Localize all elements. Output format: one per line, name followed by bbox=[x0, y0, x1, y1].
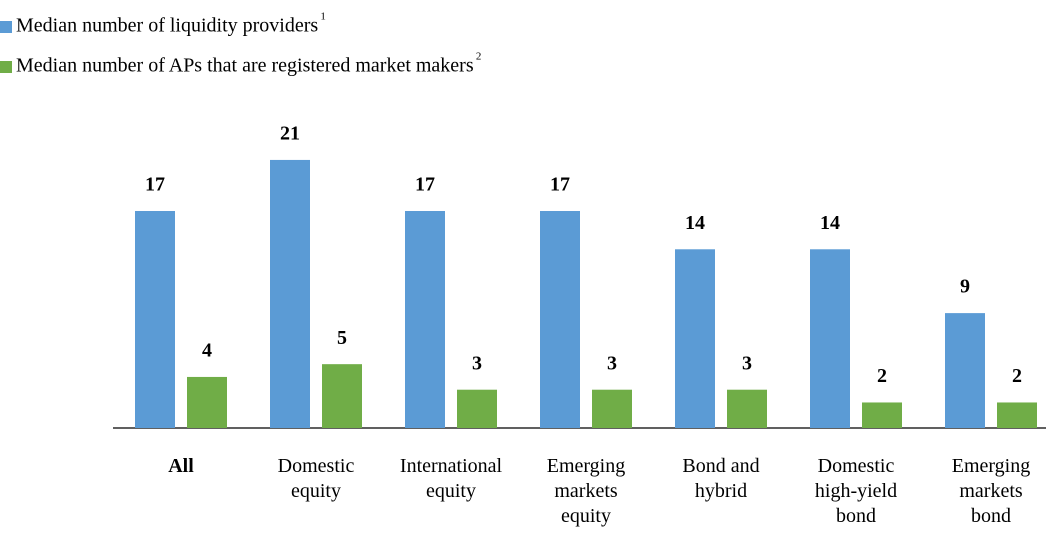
data-label: 3 bbox=[607, 352, 617, 374]
legend-swatch bbox=[0, 21, 12, 33]
x-tick-label: All bbox=[168, 455, 194, 477]
x-tick-line: markets bbox=[554, 480, 618, 502]
bar bbox=[997, 402, 1037, 428]
data-label: 17 bbox=[145, 174, 165, 196]
data-label: 9 bbox=[960, 276, 970, 298]
bar bbox=[675, 249, 715, 428]
x-tick-line: Emerging bbox=[952, 455, 1031, 477]
legend-swatch bbox=[0, 61, 12, 73]
x-tick-label: International equity bbox=[400, 455, 503, 502]
bar bbox=[457, 389, 497, 428]
data-label: 17 bbox=[550, 174, 570, 196]
x-tick-line: Domestic bbox=[818, 455, 895, 477]
x-tick-line: bond bbox=[836, 505, 876, 527]
x-tick-line: hybrid bbox=[695, 480, 747, 502]
bar bbox=[727, 389, 767, 428]
data-label: 2 bbox=[1012, 365, 1022, 387]
x-tick-line: bond bbox=[971, 505, 1011, 527]
data-label: 4 bbox=[202, 340, 212, 362]
legend-label: Median number of APs that are registered… bbox=[16, 55, 474, 77]
bar bbox=[405, 210, 445, 428]
bar bbox=[270, 159, 310, 429]
data-label: 2 bbox=[877, 365, 887, 387]
bar bbox=[135, 210, 175, 428]
legend-label: Median number of liquidity providers bbox=[16, 15, 318, 37]
x-tick-line: Bond and bbox=[682, 455, 759, 477]
data-label: 14 bbox=[685, 212, 705, 234]
x-tick-line: All bbox=[168, 455, 194, 477]
x-tick-label: Domestic equity bbox=[278, 455, 355, 502]
bar bbox=[810, 249, 850, 428]
data-label: 14 bbox=[820, 212, 840, 234]
data-label: 3 bbox=[742, 352, 752, 374]
data-label: 5 bbox=[337, 327, 347, 349]
bar bbox=[322, 364, 362, 428]
x-tick-line: markets bbox=[959, 480, 1023, 502]
legend-footnote: 1 bbox=[320, 11, 326, 23]
x-tick-line: equity bbox=[426, 480, 476, 502]
data-label: 17 bbox=[415, 174, 435, 196]
data-label: 21 bbox=[280, 123, 300, 145]
x-tick-label: Bond and hybrid bbox=[682, 455, 759, 502]
x-tick-label: Emerging markets bond bbox=[952, 455, 1031, 527]
bar bbox=[540, 210, 580, 428]
x-tick-label: Domestic high-yield bond bbox=[815, 455, 897, 527]
legend-footnote: 2 bbox=[476, 51, 482, 63]
x-tick-line: equity bbox=[291, 480, 341, 502]
data-label: 3 bbox=[472, 352, 482, 374]
bar bbox=[187, 376, 227, 428]
x-tick-line: Emerging bbox=[547, 455, 626, 477]
x-tick-line: Domestic bbox=[278, 455, 355, 477]
bar bbox=[945, 313, 985, 428]
x-tick-line: International bbox=[400, 455, 503, 477]
bar bbox=[592, 389, 632, 428]
bar bbox=[862, 402, 902, 428]
x-tick-line: equity bbox=[561, 505, 611, 527]
x-tick-label: Emerging markets equity bbox=[547, 455, 626, 527]
x-tick-line: high-yield bbox=[815, 480, 897, 502]
